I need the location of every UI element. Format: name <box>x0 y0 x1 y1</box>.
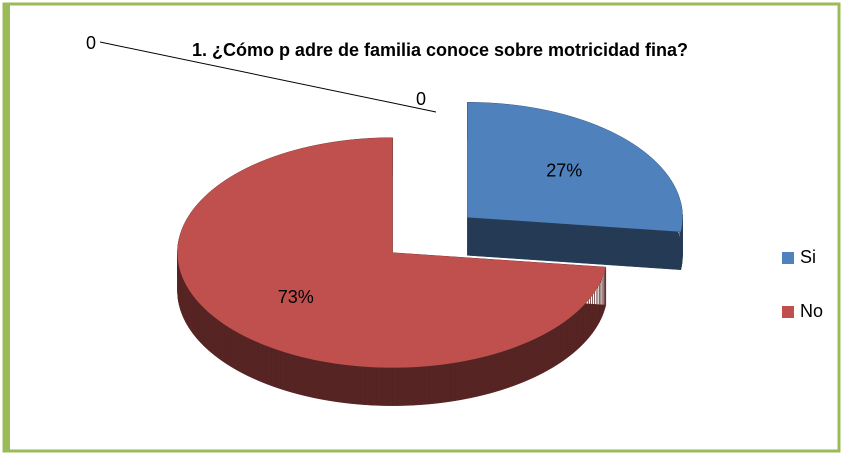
legend-swatch <box>782 252 794 264</box>
legend-swatch <box>782 306 794 318</box>
slice <box>467 102 683 232</box>
annotation: 0 <box>416 89 426 109</box>
legend-label: No <box>800 301 823 321</box>
legend-label: Si <box>800 247 816 267</box>
data-label: 27% <box>546 160 582 180</box>
data-label: 73% <box>278 287 314 307</box>
slice <box>177 137 606 368</box>
chart-title: 1. ¿Cómo p adre de familia conoce sobre … <box>191 40 689 60</box>
leader-line <box>99 41 437 113</box>
annotation: 0 <box>86 33 96 53</box>
